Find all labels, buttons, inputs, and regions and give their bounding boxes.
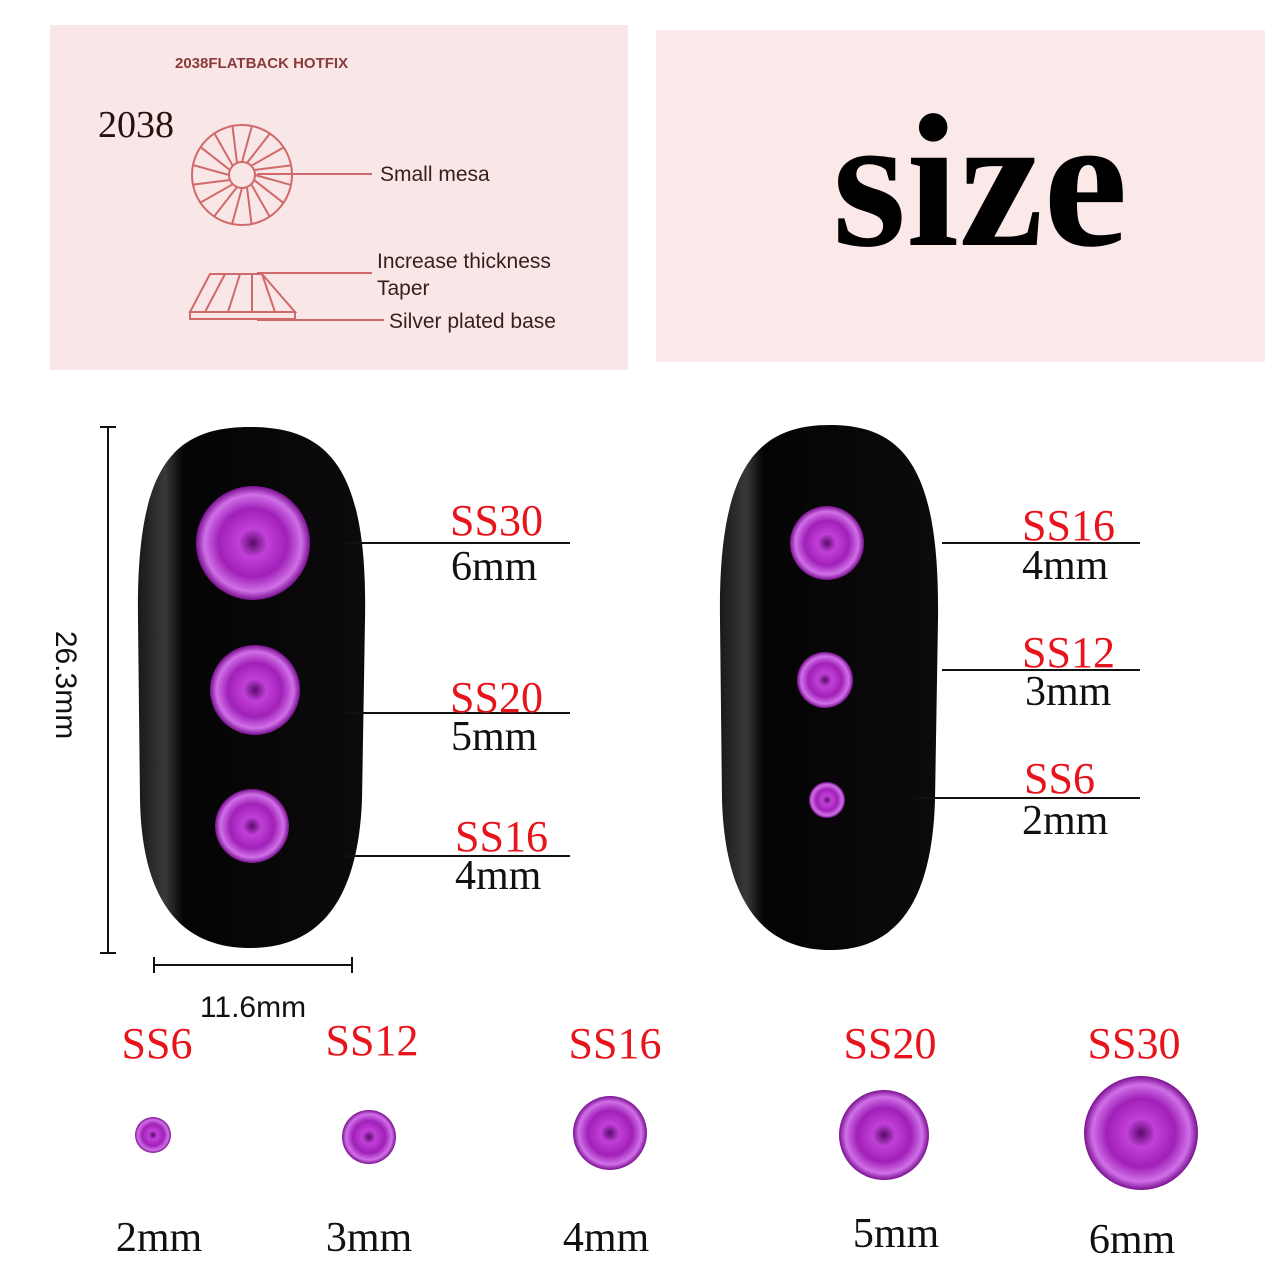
rhinestone-top-view-icon: [191, 124, 293, 226]
rhinestone-side-view-icon: [188, 273, 298, 320]
row-size-3mm: 3mm: [326, 1215, 413, 1261]
facet-line: [241, 125, 253, 163]
facet-line: [245, 186, 253, 225]
model-number: 2038: [98, 104, 174, 146]
facet-line: [246, 132, 271, 164]
facet-line: [192, 178, 231, 186]
facet-line: [199, 146, 231, 171]
row-code-ss30: SS30: [1088, 1019, 1181, 1068]
row-size-5mm: 5mm: [853, 1211, 940, 1257]
label-small-mesa: Small mesa: [380, 163, 490, 186]
left-size-2: 5mm: [451, 714, 538, 760]
rhinestone-ss6: [809, 782, 845, 818]
diagram-title: 2038FLATBACK HOTFIX: [175, 55, 348, 72]
row-size-2mm: 2mm: [116, 1215, 203, 1261]
row-size-6mm: 6mm: [1089, 1217, 1176, 1263]
row-code-ss20: SS20: [844, 1019, 937, 1068]
rhinestone-ss16: [215, 789, 289, 863]
row-code-ss16: SS16: [569, 1019, 662, 1068]
nail-width-label: 11.6mm: [200, 991, 306, 1024]
rhinestone-3mm: [342, 1110, 396, 1164]
facet-line: [192, 164, 230, 176]
rhinestone-ss30: [196, 486, 310, 600]
facet-line: [250, 183, 271, 218]
rhinestone-4mm: [573, 1096, 647, 1170]
row-code-ss12: SS12: [326, 1016, 419, 1065]
row-code-ss6: SS6: [122, 1019, 193, 1068]
rhinestone-5mm: [839, 1090, 929, 1180]
headline-panel: size: [656, 30, 1265, 362]
rhinestone-2mm: [135, 1117, 171, 1153]
left-code-2: SS20: [450, 673, 543, 722]
facet-line: [253, 164, 292, 172]
facet-line: [231, 187, 243, 225]
left-leader-lines: [345, 542, 570, 857]
facet-line: [231, 125, 239, 164]
facet-line: [199, 183, 234, 204]
label-increase-thickness: Increase thickness: [377, 250, 551, 273]
left-size-1: 6mm: [451, 544, 538, 590]
left-code-3: SS16: [455, 812, 548, 861]
facet-line: [250, 146, 285, 167]
right-code-3: SS6: [1024, 754, 1095, 803]
right-nail: [719, 425, 939, 950]
right-size-2: 3mm: [1025, 669, 1112, 715]
rhinestone-ss20: [210, 645, 300, 735]
facet-line: [254, 174, 292, 186]
right-size-1: 4mm: [1022, 543, 1109, 589]
size-row: SS6 SS12 SS16 SS20 SS30 2mm 3mm 4mm 5mm …: [116, 1016, 1198, 1263]
rhinestone-ss12: [797, 652, 853, 708]
right-leader-lines: [915, 542, 1140, 799]
right-code-2: SS12: [1022, 628, 1115, 677]
facet-line: [213, 186, 238, 218]
nail-height-label: 26.3mm: [49, 631, 82, 739]
label-silver-plated-base: Silver plated base: [389, 310, 556, 333]
diagram-panel: 2038FLATBACK HOTFIX 2038 Small mesa Incr…: [50, 25, 628, 370]
left-nail: [137, 427, 366, 948]
right-size-3: 2mm: [1022, 798, 1109, 844]
width-dimension: [153, 957, 353, 973]
height-dimension: [100, 426, 116, 954]
left-code-1: SS30: [450, 496, 543, 545]
rhinestone-ss16: [790, 506, 864, 580]
row-size-4mm: 4mm: [563, 1215, 650, 1261]
right-code-1: SS16: [1022, 501, 1115, 550]
label-taper: Taper: [377, 277, 430, 300]
left-size-3: 4mm: [455, 853, 542, 899]
facet-line: [253, 179, 285, 204]
rhinestone-6mm: [1084, 1076, 1198, 1190]
facet-line: [213, 132, 234, 167]
headline: size: [832, 77, 1127, 287]
